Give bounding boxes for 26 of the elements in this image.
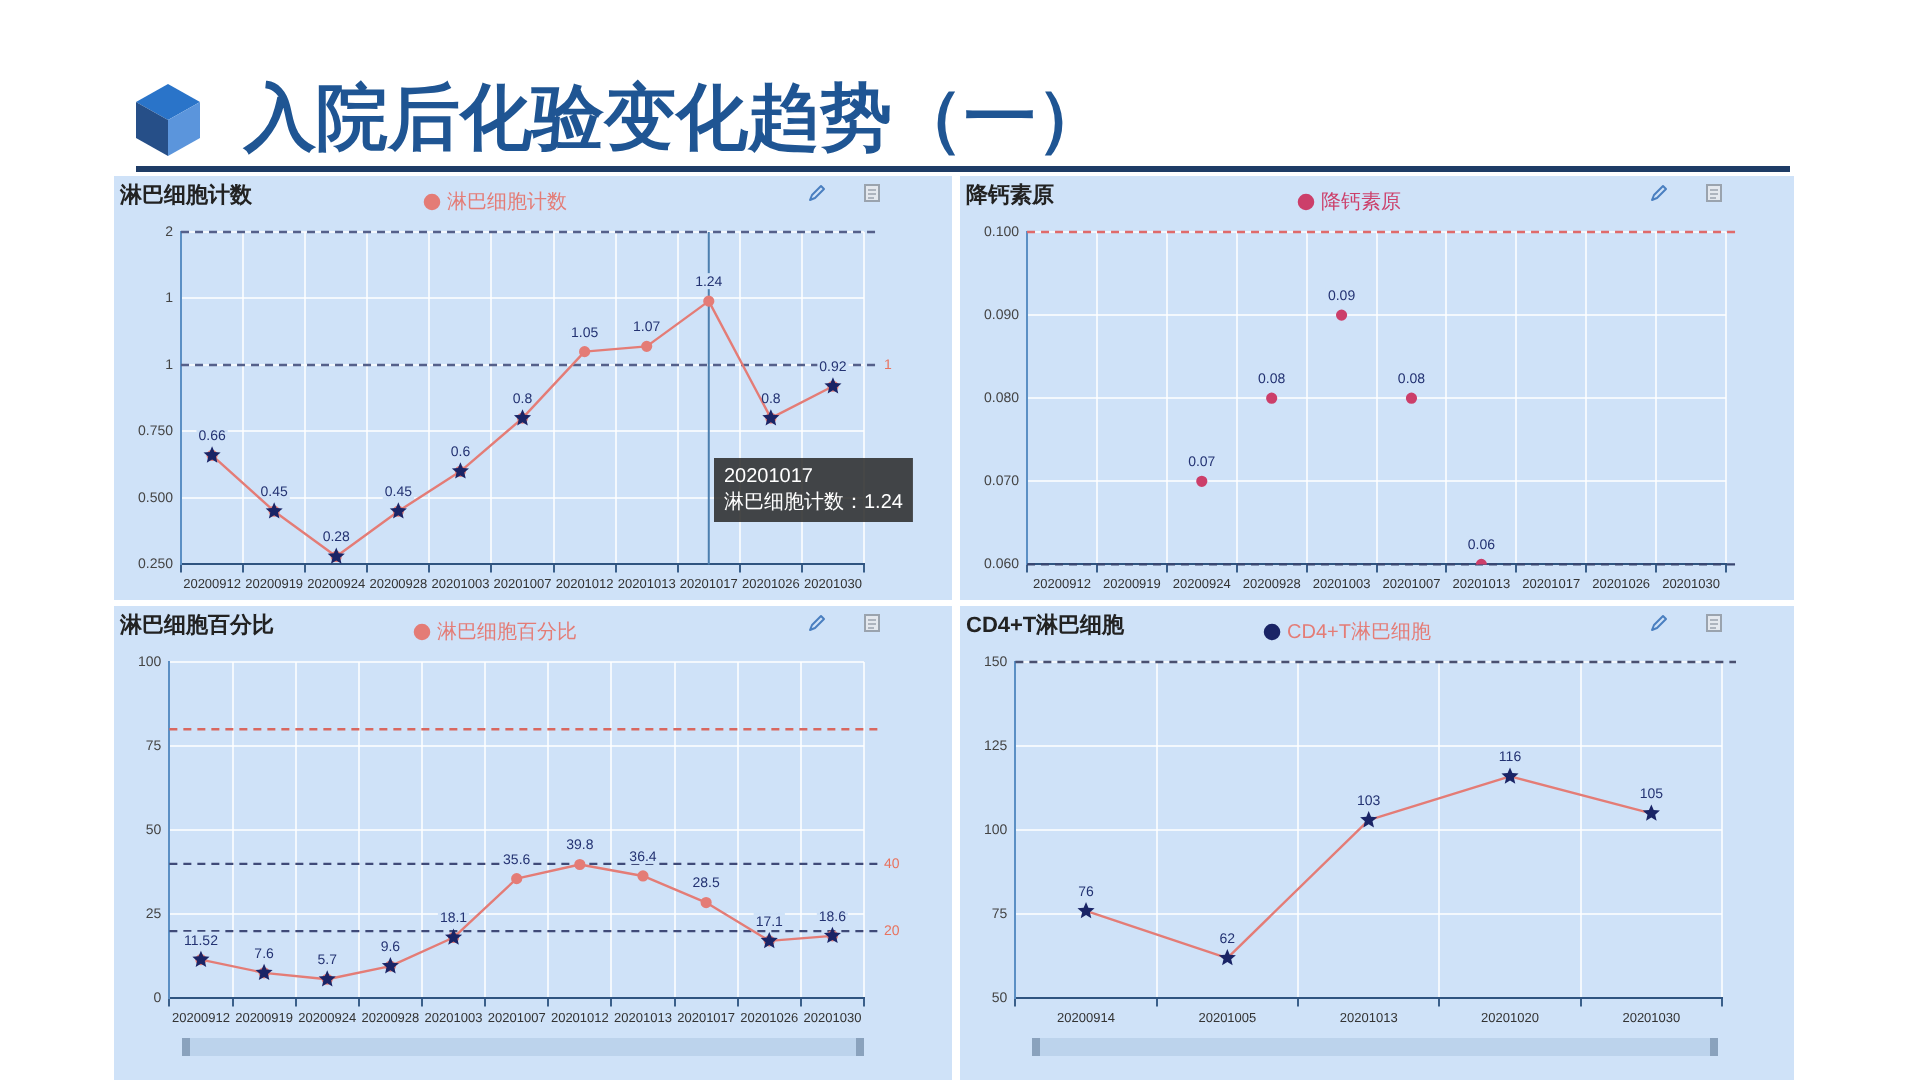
point <box>641 340 653 352</box>
point <box>1335 309 1348 321</box>
point <box>1360 811 1378 828</box>
legend-label: 淋巴细胞计数 <box>447 189 567 214</box>
chart-title: 淋巴细胞计数 <box>120 181 252 210</box>
point <box>1196 475 1208 487</box>
chart-title: 降钙素原 <box>966 181 1054 210</box>
point <box>703 295 715 307</box>
point <box>1405 392 1418 404</box>
chart-title: CD4+T淋巴细胞 <box>966 611 1125 640</box>
point <box>1266 392 1278 404</box>
text: 入院后化验变化趋势（一） <box>244 76 1108 158</box>
point <box>1077 901 1095 919</box>
point <box>700 896 712 909</box>
legend-label: 淋巴细胞百分比 <box>437 619 577 644</box>
legend-label: CD4+T淋巴细胞 <box>1287 619 1431 644</box>
chart-title: 淋巴细胞百分比 <box>120 611 274 640</box>
point <box>574 858 586 871</box>
point <box>1642 804 1660 821</box>
point <box>1218 949 1236 966</box>
point <box>511 873 523 885</box>
legend-label: 降钙素原 <box>1321 189 1401 214</box>
point <box>637 870 649 882</box>
point <box>579 346 591 358</box>
point <box>1501 767 1519 784</box>
annotation: 20201017 淋巴细胞计数：1.24 <box>724 465 904 514</box>
